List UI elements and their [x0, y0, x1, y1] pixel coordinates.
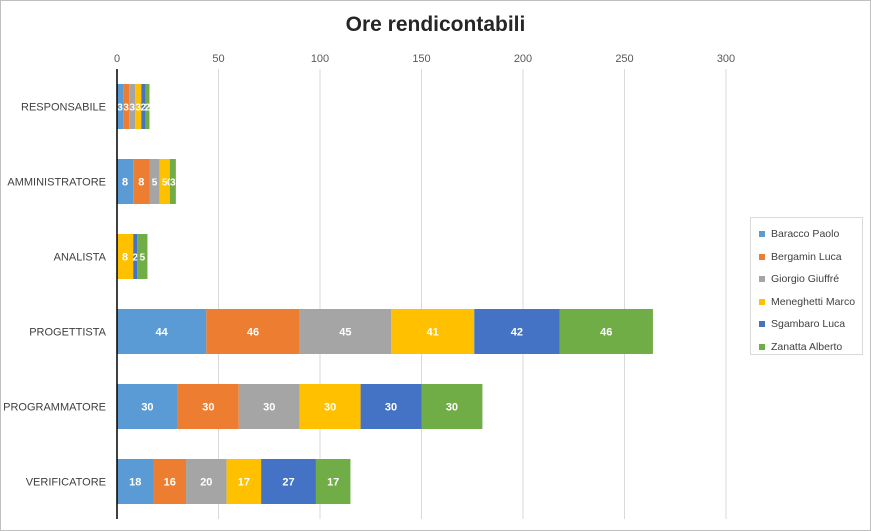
data-label: 30 — [202, 402, 214, 414]
legend-item: Giorgio Giuffré — [759, 268, 862, 291]
bar-segment — [117, 234, 134, 279]
legend-item: Bergamin Luca — [759, 246, 862, 269]
legend-label: Zanatta Alberto — [771, 340, 843, 353]
category-label: PROGRAMMATORE — [3, 402, 106, 414]
data-label: 8 — [138, 177, 144, 189]
legend-label: Sgambaro Luca — [771, 318, 846, 331]
x-tick-label: 0 — [114, 53, 120, 65]
data-label: 45 — [339, 327, 351, 339]
data-label: 17 — [327, 477, 339, 489]
data-label: 17 — [238, 477, 250, 489]
data-label: 30 — [263, 402, 275, 414]
chart-title: Ore rendicontabili — [345, 13, 526, 36]
data-label: 44 — [156, 327, 169, 339]
legend-item: Sgambaro Luca — [759, 313, 862, 336]
bar-segment — [474, 309, 560, 354]
legend-label: Bergamin Luca — [771, 250, 842, 263]
data-label: 5 — [162, 178, 168, 189]
bar-segment — [137, 234, 148, 279]
bar-segment — [261, 459, 316, 504]
bar-segment — [133, 234, 138, 279]
bar-segment — [559, 309, 653, 354]
bar-segment — [159, 159, 170, 204]
x-tick-label: 200 — [514, 53, 532, 65]
data-label: 3 — [136, 103, 142, 114]
data-label: 3 — [123, 103, 129, 114]
legend-swatch — [759, 231, 765, 238]
bar-segment — [123, 84, 130, 129]
data-label: 41 — [427, 327, 439, 339]
bar-segment — [153, 459, 187, 504]
bar-segment — [141, 84, 146, 129]
data-label: 2 — [145, 103, 151, 114]
bar-segment — [177, 384, 239, 429]
data-label: 5 — [152, 178, 158, 189]
category-label: ANALISTA — [54, 252, 107, 264]
data-label: 46 — [247, 327, 259, 339]
data-label: 5 — [140, 253, 146, 264]
data-label: 3 — [117, 103, 123, 114]
bar-segment — [169, 159, 176, 204]
bar-segment — [186, 459, 227, 504]
bar-segment — [299, 384, 361, 429]
category-label: AMMINISTRATORE — [7, 177, 106, 189]
bar-segment — [135, 84, 142, 129]
data-label: 42 — [511, 327, 523, 339]
data-label: 30 — [324, 402, 336, 414]
bar-segment — [117, 384, 178, 429]
bar-segment — [226, 459, 262, 504]
legend-swatch — [759, 321, 765, 328]
data-label: 2 — [141, 103, 147, 114]
legend-swatch — [759, 276, 765, 283]
chart-legend: Baracco Paolo Bergamin Luca Giorgio Giuffr… — [750, 217, 863, 355]
x-tick-label: 250 — [615, 53, 633, 65]
bar-segment — [206, 309, 300, 354]
x-tick-label: 50 — [212, 53, 224, 65]
data-label: 46 — [600, 327, 612, 339]
bar-segment — [315, 459, 351, 504]
data-label: 27 — [282, 477, 294, 489]
data-label: 3 — [170, 178, 176, 189]
data-label: 20 — [200, 477, 212, 489]
category-label: PROGETTISTA — [29, 327, 106, 339]
data-label: 2 — [132, 253, 138, 264]
category-label: RESPONSABILE — [21, 102, 106, 114]
legend-item: Baracco Paolo — [759, 223, 862, 246]
category-label: VERIFICATORE — [26, 477, 106, 489]
bar-segment — [391, 309, 475, 354]
data-label: 8 — [122, 252, 128, 264]
bar-segment — [117, 309, 207, 354]
data-label: 3 — [129, 103, 135, 114]
data-label: 30 — [385, 402, 397, 414]
bar-segment — [299, 309, 392, 354]
data-label: 30 — [446, 402, 458, 414]
x-tick-label: 150 — [412, 53, 430, 65]
data-label: 30 — [141, 402, 153, 414]
bar-segment — [117, 159, 134, 204]
data-label: 8 — [122, 177, 128, 189]
legend-swatch — [759, 298, 765, 305]
bar-segment — [133, 159, 150, 204]
bar-segment — [149, 159, 160, 204]
bar-segment — [421, 384, 483, 429]
bar-segment — [238, 384, 300, 429]
data-label: 16 — [164, 477, 176, 489]
legend-label: Meneghetti Marco — [771, 295, 856, 308]
bar-segment — [117, 84, 124, 129]
bar-segment — [145, 84, 150, 129]
legend-swatch — [759, 253, 765, 260]
legend-label: Baracco Paolo — [771, 228, 840, 241]
legend-label: Giorgio Giuffré — [771, 273, 840, 286]
x-tick-label: 100 — [311, 53, 329, 65]
bar-segment — [360, 384, 422, 429]
bar-segment — [129, 84, 136, 129]
bar-segment — [117, 459, 154, 504]
data-label: 18 — [129, 477, 141, 489]
legend-swatch — [759, 343, 765, 350]
legend-item: Zanatta Alberto — [759, 336, 862, 359]
x-tick-label: 300 — [717, 53, 735, 65]
legend-item: Meneghetti Marco — [759, 291, 862, 314]
